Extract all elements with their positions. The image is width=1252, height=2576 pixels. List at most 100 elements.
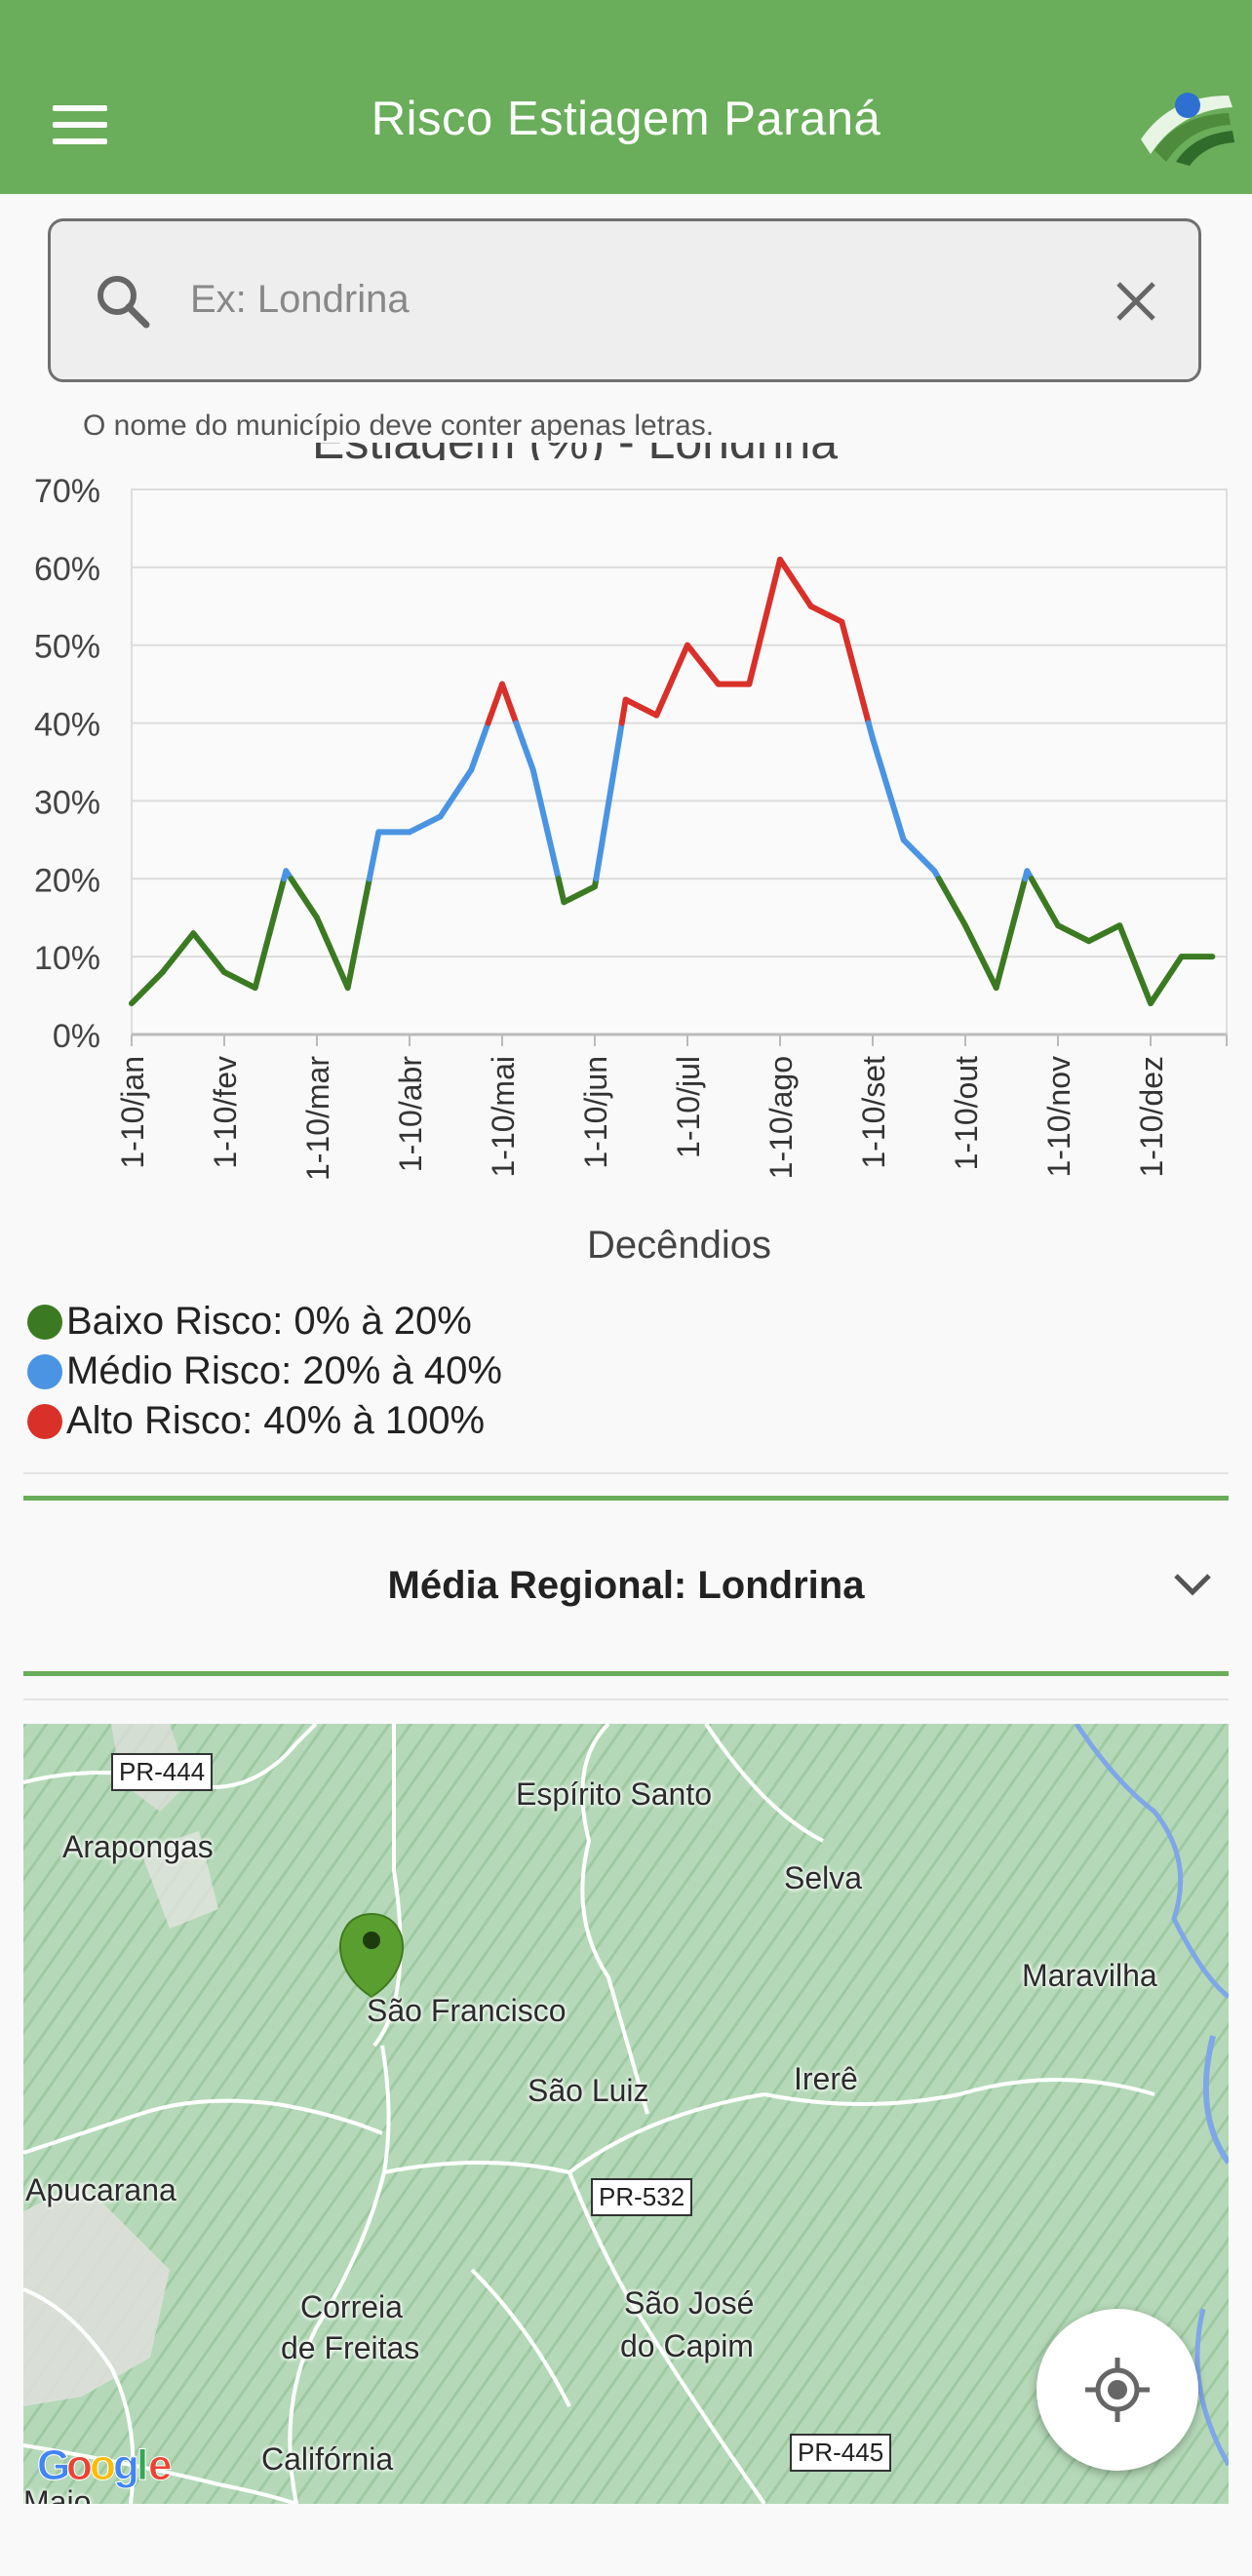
chart-title-clip: Estiagem (%) - Londrina	[244, 443, 985, 460]
map-terrain: G o o g l e	[23, 1724, 1229, 2504]
y-tick-label: 30%	[34, 784, 100, 821]
series-line-segment	[685, 642, 722, 687]
svg-text:e: e	[148, 2441, 172, 2489]
x-tick-label: 1-10/set	[856, 1056, 891, 1169]
svg-text:l: l	[137, 2441, 148, 2489]
series-line-segment	[407, 813, 444, 836]
x-tick-label: 1-10/out	[949, 1056, 984, 1171]
series-line-segment	[807, 603, 845, 625]
series-line-segment	[561, 883, 598, 906]
series-line-segment	[1116, 922, 1154, 1007]
svg-text:o: o	[90, 2441, 116, 2489]
legend-item-alto: Alto Risco: 40% à 100%	[27, 1396, 502, 1446]
app-bar: Risco Estiagem Paraná	[0, 0, 1252, 194]
x-tick-label: 1-10/dez	[1134, 1056, 1169, 1178]
legend-dot-medio	[27, 1353, 62, 1389]
divider	[23, 1698, 1229, 1700]
series-line-segment	[935, 876, 968, 929]
series-line-segment	[1055, 922, 1092, 945]
series-line-segment	[437, 766, 475, 820]
legend-item-medio: Médio Risco: 20% à 40%	[27, 1347, 502, 1396]
y-tick-label: 50%	[34, 629, 100, 666]
regional-average-label: Média Regional: Londrina	[387, 1564, 865, 1607]
regional-average-expander[interactable]: Média Regional: Londrina	[23, 1521, 1229, 1652]
legend-dot-alto	[27, 1403, 62, 1439]
x-tick-label: 1-10/jul	[671, 1056, 706, 1158]
map-label: de Freitas	[281, 2330, 420, 2365]
menu-icon[interactable]	[53, 105, 107, 144]
y-tick-label: 40%	[34, 707, 100, 744]
road-shield: PR-445	[790, 2434, 892, 2472]
app-logo-icon	[1141, 93, 1234, 166]
y-tick-label: 20%	[34, 862, 100, 899]
search-hint: O nome do município deve conter apenas l…	[83, 410, 715, 442]
legend-label-medio: Médio Risco: 20% à 40%	[66, 1349, 502, 1392]
x-tick-label: 1-10/fev	[208, 1056, 243, 1169]
series-line-segment	[962, 922, 999, 992]
series-line-segment	[1148, 954, 1185, 1007]
y-tick-label: 70%	[34, 473, 100, 510]
my-location-button[interactable]	[1037, 2309, 1198, 2471]
series-line-segment	[993, 876, 1029, 992]
series-line-segment	[653, 642, 690, 719]
legend-label-baixo: Baixo Risco: 0% à 20%	[66, 1300, 472, 1343]
series-line-segment	[499, 681, 520, 726]
chart-title: Estiagem (%) - Londrina	[312, 443, 838, 460]
map-label: Califórnia	[261, 2441, 394, 2477]
accent-divider	[23, 1496, 1229, 1501]
map-label: Selva	[784, 1860, 863, 1895]
series-line-segment	[288, 876, 320, 921]
series-line-segment	[1085, 922, 1123, 945]
y-tick-label: 10%	[34, 940, 100, 977]
legend-label-alto: Alto Risco: 40% à 100%	[66, 1399, 486, 1442]
map-label: São José	[624, 2285, 755, 2321]
series-line-segment	[839, 618, 872, 726]
map-label: São Francisco	[367, 1993, 567, 2028]
road-shield: PR-532	[591, 2178, 693, 2216]
series-line-segment	[593, 720, 625, 882]
series-line-segment	[468, 720, 491, 773]
series-line-segment	[159, 930, 197, 976]
x-tick-label: 1-10/jan	[115, 1056, 150, 1169]
svg-text:G: G	[37, 2441, 70, 2489]
map-label: Maravilha	[1022, 1958, 1157, 1993]
search-icon	[98, 276, 150, 329]
series-line-segment	[344, 876, 372, 992]
accent-divider	[23, 1671, 1229, 1676]
my-location-icon	[1085, 2358, 1150, 2422]
x-tick-label: 1-10/ago	[763, 1056, 799, 1179]
series-line-segment	[622, 696, 660, 719]
y-tick-label: 0%	[53, 1018, 100, 1055]
app-title: Risco Estiagem Paraná	[371, 93, 881, 145]
x-tick-label: 1-10/mar	[300, 1056, 335, 1181]
map-pin-icon[interactable]	[338, 1899, 405, 1999]
series-line-segment	[746, 556, 783, 687]
svg-text:o: o	[66, 2441, 93, 2489]
municipality-search-box[interactable]: Ex: Londrina	[48, 218, 1201, 382]
search-input[interactable]: Ex: Londrina	[190, 278, 410, 321]
series-line-segment	[485, 681, 505, 726]
series-line-segment	[1028, 876, 1061, 929]
google-logo: G o o g l e	[37, 2441, 173, 2490]
map-label: São Luiz	[528, 2073, 649, 2108]
series-line-segment	[366, 829, 382, 882]
series-line-segment	[513, 720, 536, 773]
x-tick-label: 1-10/nov	[1041, 1056, 1076, 1178]
map-label: Maio	[23, 2484, 92, 2504]
series-line-segment	[129, 969, 166, 1007]
x-axis-title: Decêndios	[587, 1224, 771, 1267]
chart-legend: Baixo Risco: 0% à 20% Médio Risco: 20% à…	[27, 1297, 502, 1446]
legend-item-baixo: Baixo Risco: 0% à 20%	[27, 1297, 502, 1347]
clear-icon[interactable]	[1109, 274, 1163, 329]
series-line-segment	[870, 735, 907, 843]
plot-area	[131, 488, 1228, 1035]
map-view[interactable]: G o o g l e Espírito Santo Arapongas Sel…	[23, 1724, 1229, 2504]
series-line-segment	[221, 969, 258, 992]
x-tick-label: 1-10/jun	[578, 1056, 613, 1169]
map-label: Irerê	[794, 2061, 858, 2096]
svg-text:g: g	[113, 2441, 139, 2489]
chevron-down-icon[interactable]	[1170, 1570, 1215, 1599]
map-label: Espírito Santo	[516, 1776, 712, 1812]
x-tick-label: 1-10/abr	[393, 1056, 428, 1173]
series-line-segment	[618, 696, 629, 726]
